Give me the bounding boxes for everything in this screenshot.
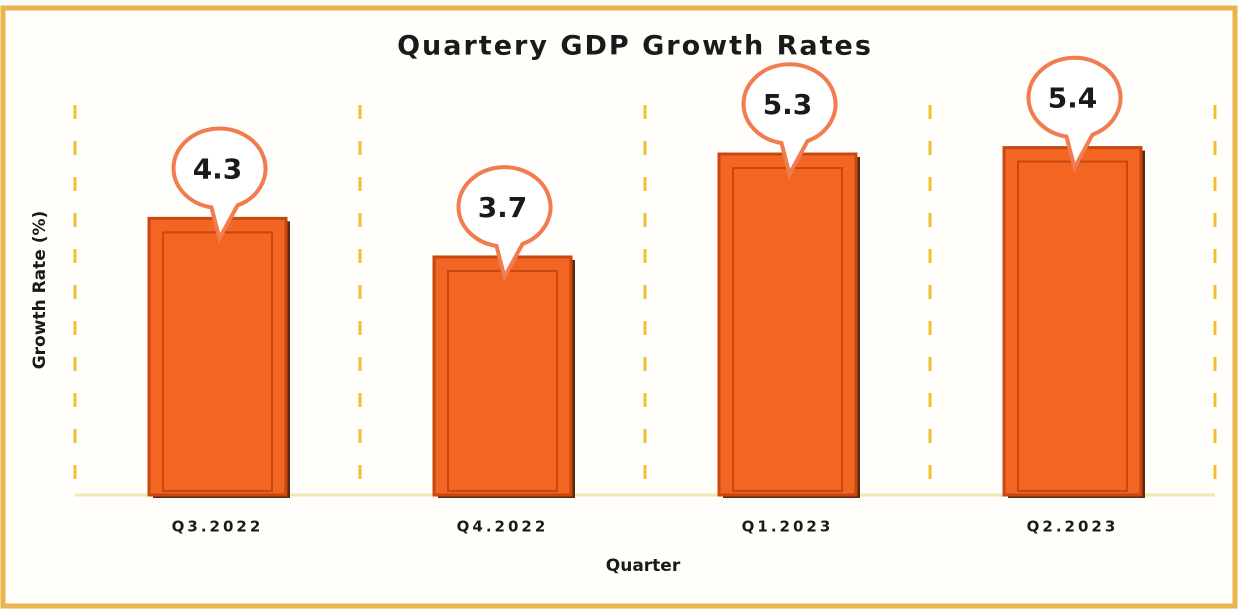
x-tick-label: Q4.2022 [457, 518, 549, 536]
callout [741, 62, 838, 180]
value-label: 4.3 [193, 152, 243, 185]
x-axis-label: Quarter [606, 556, 681, 576]
callout [171, 126, 268, 244]
bar [1002, 146, 1143, 497]
callout [456, 165, 553, 283]
value-label: 3.7 [478, 191, 528, 224]
x-tick-label: Q1.2023 [742, 518, 834, 536]
callout [1026, 55, 1123, 174]
bar [717, 152, 858, 497]
value-label: 5.4 [1048, 82, 1098, 115]
chart-title: Quartery GDP Growth Rates [397, 31, 873, 62]
y-axis-label: Growth Rate (%) [30, 211, 50, 370]
bar [147, 216, 288, 497]
bar [432, 255, 573, 497]
value-label: 5.3 [763, 88, 813, 121]
x-tick-label: Q2.2023 [1027, 518, 1119, 536]
x-tick-label: Q3.2022 [172, 518, 264, 536]
